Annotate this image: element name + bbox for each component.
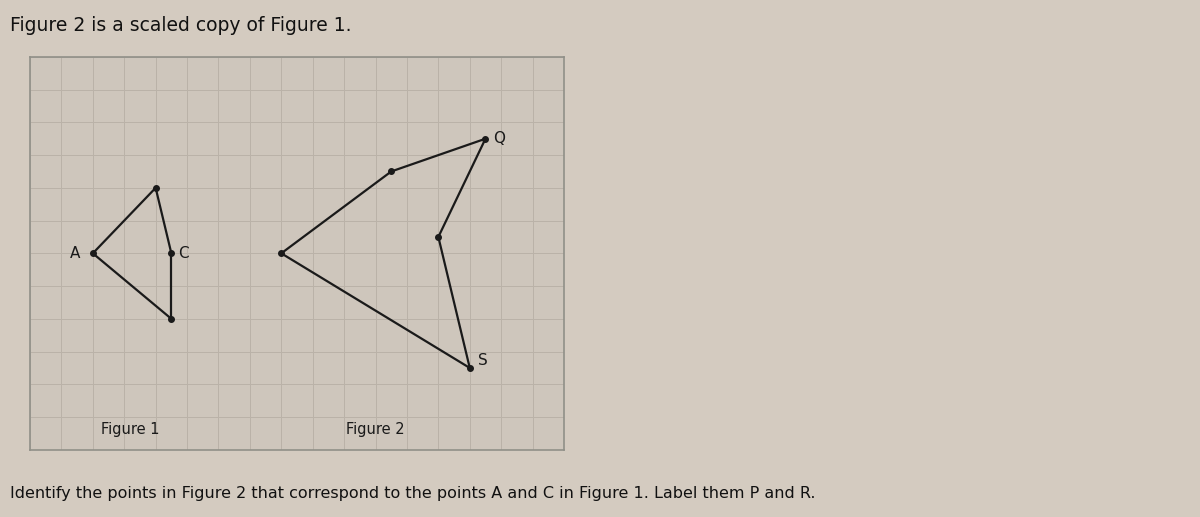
Text: Identify the points in Figure 2 that correspond to the points A and C in Figure : Identify the points in Figure 2 that cor… [10,486,815,501]
Text: Figure 2 is a scaled copy of Figure 1.: Figure 2 is a scaled copy of Figure 1. [10,16,352,35]
Text: C: C [178,246,188,261]
Text: Figure 2: Figure 2 [347,422,404,437]
Text: S: S [478,353,487,368]
Text: Q: Q [493,131,505,146]
Text: A: A [70,246,80,261]
Text: Figure 1: Figure 1 [101,422,160,437]
